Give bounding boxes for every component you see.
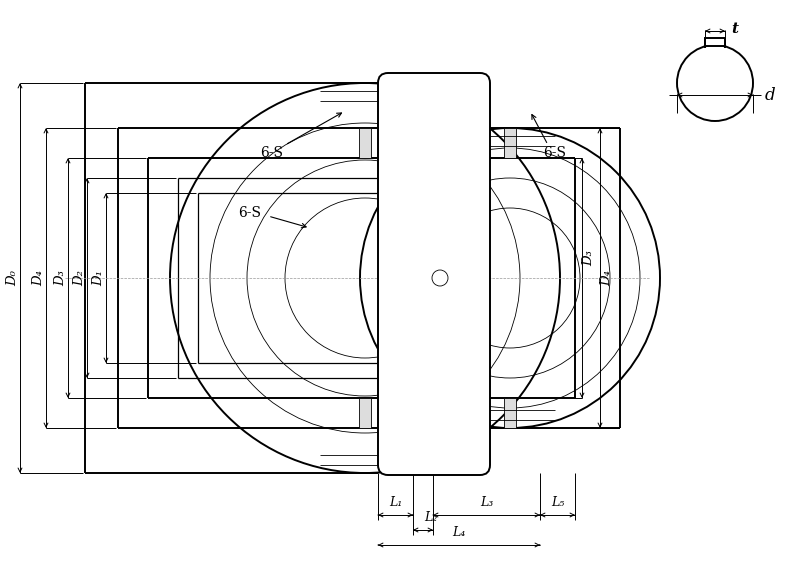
Text: d: d bbox=[765, 87, 776, 104]
Text: D₄: D₄ bbox=[33, 270, 46, 286]
Text: L₂: L₂ bbox=[424, 511, 438, 524]
Bar bbox=[359, 398, 371, 428]
Text: L₁: L₁ bbox=[389, 496, 402, 509]
Text: D₁: D₁ bbox=[93, 270, 106, 286]
Bar bbox=[504, 128, 516, 158]
Text: L₅: L₅ bbox=[551, 496, 564, 509]
Text: L₃: L₃ bbox=[480, 496, 493, 509]
Text: D₃: D₃ bbox=[54, 270, 67, 286]
Text: L₄: L₄ bbox=[452, 526, 466, 539]
Bar bbox=[504, 398, 516, 428]
Text: 6-S: 6-S bbox=[261, 146, 283, 160]
Bar bbox=[359, 128, 371, 158]
Text: t: t bbox=[731, 22, 738, 36]
Text: 6-S: 6-S bbox=[238, 206, 262, 220]
Text: D₂: D₂ bbox=[74, 270, 86, 286]
Text: D₃: D₃ bbox=[582, 250, 595, 266]
Text: D₄: D₄ bbox=[601, 270, 614, 286]
Text: 6-S: 6-S bbox=[543, 146, 566, 160]
Bar bbox=[705, 38, 725, 46]
Text: D₀: D₀ bbox=[6, 270, 19, 286]
FancyBboxPatch shape bbox=[378, 73, 490, 475]
